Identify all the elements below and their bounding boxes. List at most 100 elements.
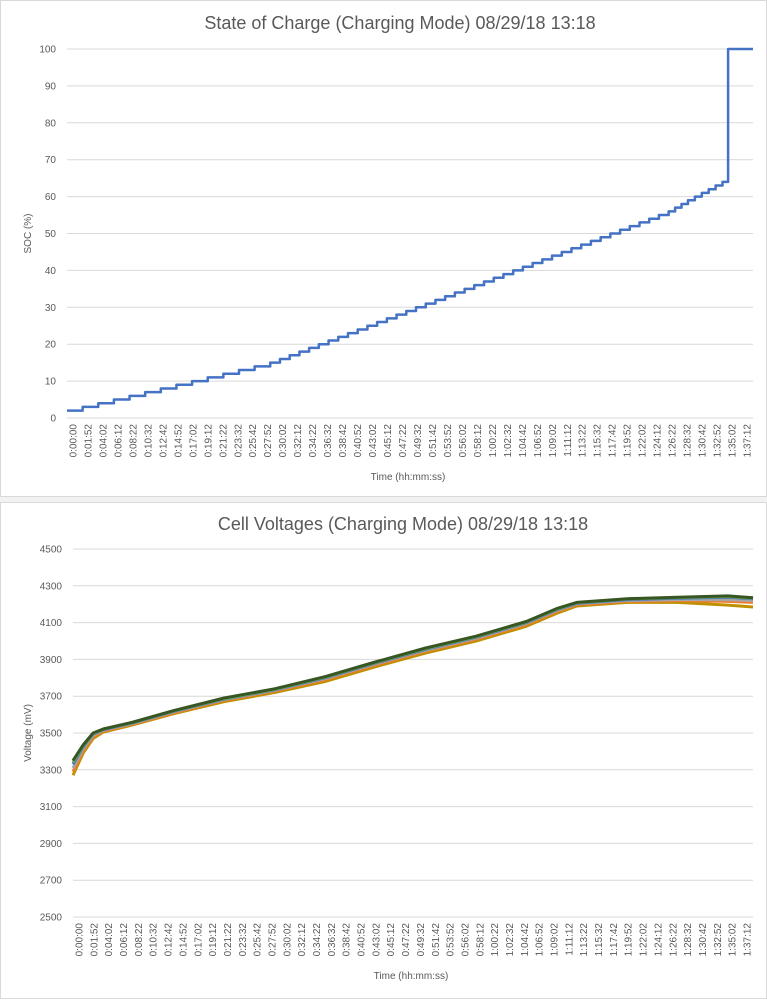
x-tick-label: 0:00:00 [75, 923, 86, 957]
x-tick-label: 0:43:02 [371, 923, 382, 957]
y-axis-label: Voltage (mV) [23, 704, 34, 762]
x-tick-label: 0:49:32 [413, 424, 424, 458]
y-tick-label: 60 [45, 192, 57, 203]
y-tick-label: 3500 [40, 729, 63, 740]
x-tick-label: 1:32:52 [713, 923, 724, 957]
y-tick-label: 2700 [40, 876, 63, 887]
x-tick-label: 0:12:42 [164, 923, 175, 957]
x-tick-label: 1:17:42 [609, 923, 620, 957]
x-tick-label: 0:10:32 [143, 424, 154, 458]
x-tick-label: 0:49:32 [416, 923, 427, 957]
x-tick-label: 1:26:22 [668, 424, 679, 458]
x-tick-label: 0:58:12 [475, 923, 486, 957]
x-tick-label: 1:22:02 [638, 424, 649, 458]
x-tick-label: 0:19:12 [208, 923, 219, 957]
x-tick-label: 0:47:22 [398, 424, 409, 458]
series-line-1 [71, 600, 754, 776]
x-tick-label: 1:04:42 [518, 424, 529, 458]
x-tick-label: 0:19:12 [203, 424, 214, 458]
x-tick-label: 1:32:52 [713, 424, 724, 458]
x-tick-label: 0:25:42 [248, 424, 259, 458]
x-tick-label: 0:00:00 [69, 424, 80, 458]
y-tick-label: 100 [39, 45, 56, 56]
y-tick-label: 2900 [40, 839, 63, 850]
chart-title: Cell Voltages (Charging Mode) 08/29/18 1… [218, 514, 588, 534]
x-tick-label: 0:30:02 [278, 424, 289, 458]
x-tick-label: 1:37:12 [743, 923, 754, 957]
x-tick-label: 1:19:52 [624, 923, 635, 957]
x-tick-label: 0:40:52 [353, 424, 364, 458]
x-tick-label: 0:36:32 [323, 424, 334, 458]
x-tick-label: 1:35:02 [728, 923, 739, 957]
y-tick-label: 30 [45, 303, 57, 314]
x-tick-label: 1:24:12 [653, 424, 664, 458]
y-tick-label: 2500 [40, 913, 63, 924]
x-tick-label: 0:27:52 [263, 424, 274, 458]
x-tick-label: 0:23:32 [233, 424, 244, 458]
x-tick-label: 1:09:02 [550, 923, 561, 957]
x-tick-label: 1:19:52 [623, 424, 634, 458]
x-tick-label: 0:14:52 [173, 424, 184, 458]
x-tick-label: 1:09:02 [548, 424, 559, 458]
x-tick-label: 1:22:02 [639, 923, 650, 957]
x-tick-label: 0:25:42 [253, 923, 264, 957]
x-tick-label: 1:37:12 [743, 424, 754, 458]
x-tick-label: 0:04:02 [104, 923, 115, 957]
x-tick-label: 0:17:02 [188, 424, 199, 458]
x-tick-label: 0:06:12 [119, 923, 130, 957]
y-tick-label: 80 [45, 118, 57, 129]
x-tick-label: 0:21:22 [223, 923, 234, 957]
x-tick-label: 0:53:52 [443, 424, 454, 458]
x-tick-label: 1:30:42 [698, 923, 709, 957]
x-tick-label: 0:04:02 [98, 424, 109, 458]
x-tick-label: 0:47:22 [401, 923, 412, 957]
chart-title: State of Charge (Charging Mode) 08/29/18… [204, 13, 595, 33]
x-tick-label: 0:30:02 [282, 923, 293, 957]
x-tick-label: 0:45:12 [383, 424, 394, 458]
panel-divider [0, 497, 767, 502]
x-tick-label: 0:56:02 [458, 424, 469, 458]
x-tick-label: 0:12:42 [158, 424, 169, 458]
y-tick-label: 3300 [40, 765, 63, 776]
x-tick-label: 0:58:12 [473, 424, 484, 458]
x-tick-label: 0:45:12 [386, 923, 397, 957]
y-tick-label: 90 [45, 81, 57, 92]
y-tick-label: 4100 [40, 618, 63, 629]
x-tick-label: 0:51:42 [428, 424, 439, 458]
x-tick-label: 0:34:22 [312, 923, 323, 957]
x-tick-label: 0:32:12 [297, 923, 308, 957]
soc-chart-panel: State of Charge (Charging Mode) 08/29/18… [0, 0, 767, 497]
x-tick-label: 0:34:22 [308, 424, 319, 458]
x-tick-label: 0:43:02 [368, 424, 379, 458]
x-tick-label: 1:17:42 [608, 424, 619, 458]
x-tick-label: 1:26:22 [668, 923, 679, 957]
x-axis-label: Time (hh:mm:ss) [374, 971, 449, 982]
x-tick-label: 1:04:42 [520, 923, 531, 957]
x-tick-label: 0:01:52 [83, 424, 94, 458]
y-tick-label: 0 [50, 414, 56, 425]
x-tick-label: 1:15:32 [593, 424, 604, 458]
x-tick-label: 0:38:42 [342, 923, 353, 957]
voltage-chart-panel: Cell Voltages (Charging Mode) 08/29/18 1… [0, 502, 767, 999]
x-tick-label: 1:13:22 [578, 424, 589, 458]
x-tick-label: 1:24:12 [653, 923, 664, 957]
x-tick-label: 1:11:12 [563, 424, 574, 457]
x-tick-label: 1:00:22 [490, 923, 501, 957]
x-tick-label: 1:11:12 [564, 923, 575, 956]
x-tick-label: 0:08:22 [134, 923, 145, 957]
x-tick-label: 0:38:42 [338, 424, 349, 458]
x-tick-label: 1:15:32 [594, 923, 605, 957]
y-tick-label: 4300 [40, 581, 63, 592]
soc-chart: State of Charge (Charging Mode) 08/29/18… [23, 13, 754, 483]
y-tick-label: 50 [45, 229, 57, 240]
x-tick-label: 0:23:32 [238, 923, 249, 957]
x-tick-label: 0:01:52 [89, 923, 100, 957]
x-tick-label: 0:51:42 [431, 923, 442, 957]
x-tick-label: 0:10:32 [149, 923, 160, 957]
x-tick-label: 0:36:32 [327, 923, 338, 957]
x-tick-label: 1:06:52 [533, 424, 544, 458]
x-tick-label: 1:06:52 [535, 923, 546, 957]
y-tick-label: 40 [45, 266, 57, 277]
series-line-2 [71, 599, 754, 773]
series-line-6 [71, 594, 754, 762]
